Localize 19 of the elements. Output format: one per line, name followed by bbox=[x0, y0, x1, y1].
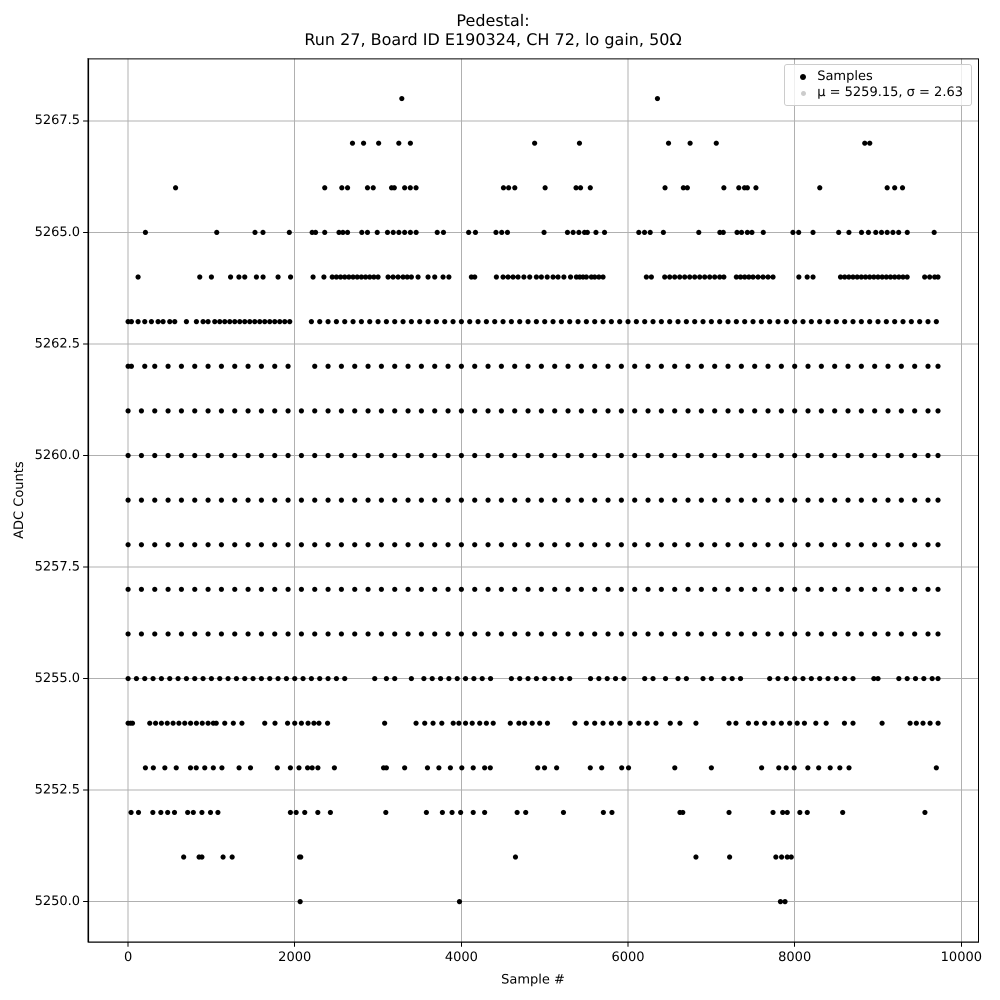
x-tick-label: 0 bbox=[124, 950, 132, 965]
x-axis-title: Sample # bbox=[501, 972, 565, 988]
chart-title: Pedestal: Run 27, Board ID E190324, CH 72, lo gain, 50Ω bbox=[304, 10, 682, 49]
y-tick-label: 5252.5 bbox=[34, 782, 80, 798]
y-tick-label: 5260.0 bbox=[34, 448, 80, 463]
y-tick-label: 5265.0 bbox=[34, 224, 80, 240]
x-tick-label: 6000 bbox=[611, 950, 645, 965]
x-tick-label: 2000 bbox=[278, 950, 312, 965]
y-tick-label: 5250.0 bbox=[34, 894, 80, 910]
x-tick-label: 10000 bbox=[940, 950, 982, 965]
x-tick-label: 4000 bbox=[444, 950, 478, 965]
legend-label: Samples bbox=[817, 69, 873, 86]
y-tick-label: 5257.5 bbox=[34, 559, 80, 574]
legend-label: μ = 5259.15, σ = 2.63 bbox=[817, 85, 963, 102]
y-tick-label: 5255.0 bbox=[34, 670, 80, 686]
y-tick-label: 5262.5 bbox=[34, 336, 80, 352]
y-axis-title: ADC Counts bbox=[12, 461, 28, 539]
y-tick-label: 5267.5 bbox=[34, 113, 80, 128]
x-tick-label: 8000 bbox=[778, 950, 812, 965]
